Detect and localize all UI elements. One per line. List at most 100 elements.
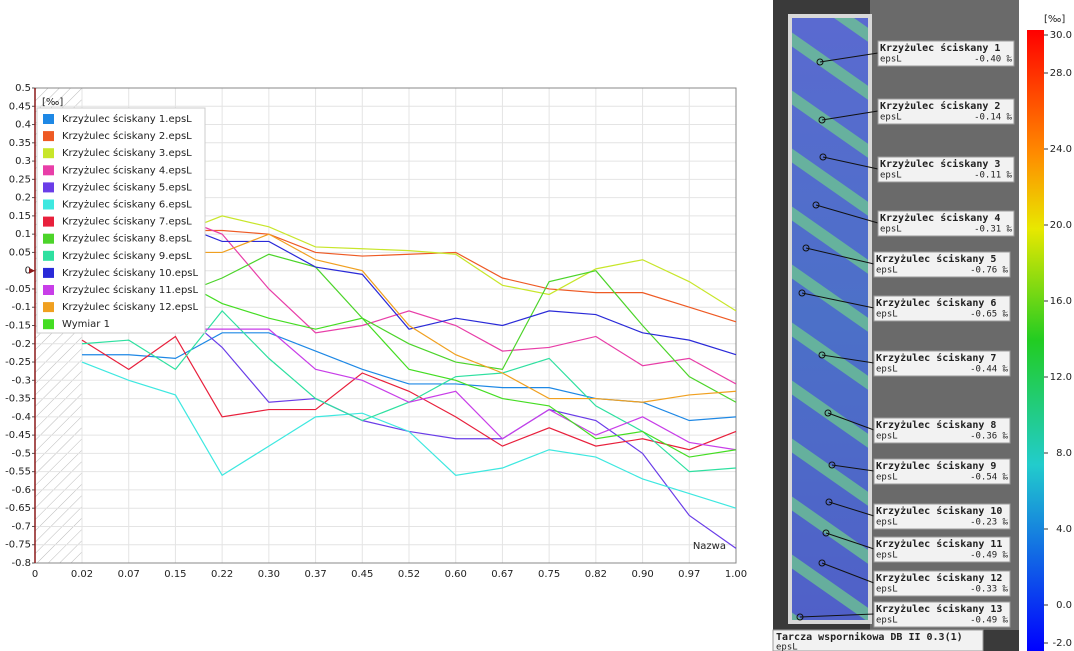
- legend-label: Wymiar 1: [62, 319, 110, 330]
- legend-label: Krzyżulec ściskany 1.epsL: [62, 113, 192, 125]
- callout-line: [799, 613, 875, 618]
- callout-point: [798, 289, 806, 297]
- chart: 0.5 0.45 0.4 0.35 0.3 0.25 0.2 0.15 0.1 0.05 0 -0.0…: [5, 83, 747, 580]
- label-name: epsL: [876, 473, 898, 483]
- y-tick-label: -0.05: [5, 284, 31, 295]
- colorbar-tick-label: 24.0: [1050, 144, 1072, 155]
- caption: Tarcza wspornikowa DB II 0.3(1): [776, 631, 963, 643]
- label-value: -0.40 ‰: [974, 55, 1013, 65]
- legend-label: Krzyżulec ściskany 9.epsL: [62, 250, 192, 262]
- legend-label: Krzyżulec ściskany 5.epsL: [62, 181, 192, 193]
- x-tick-label: 0.02: [71, 569, 93, 580]
- label-value: -0.49 ‰: [970, 551, 1009, 561]
- legend-swatch: [43, 319, 54, 330]
- label-name: epsL: [876, 310, 898, 320]
- y-tick-label: -0.8: [11, 558, 31, 569]
- callout-point: [824, 409, 832, 417]
- series-line: [81, 361, 737, 509]
- legend-label: Krzyżulec ściskany 6.epsL: [62, 199, 192, 211]
- legend-swatch: [43, 114, 54, 124]
- callout-line: [821, 110, 879, 121]
- legend-swatch: [43, 165, 54, 176]
- label-box: [877, 156, 1015, 183]
- label-name: epsL: [876, 432, 898, 442]
- label-title: Krzyżulec ściskany 13: [876, 603, 1002, 615]
- x-tick-label: 0.15: [164, 569, 186, 580]
- legend-swatch: [43, 285, 54, 295]
- callout-point: [816, 58, 824, 66]
- x-tick-label: 0.22: [211, 569, 233, 580]
- image-panel: Krzyżulec ściskany 1 epsL -0.40 ‰ Krzyżulec…: [772, 0, 1072, 651]
- y-tick-label: -0.2: [11, 339, 31, 350]
- label-name: epsL: [876, 266, 898, 276]
- callout-point: [796, 613, 804, 621]
- label-box: [873, 295, 1011, 322]
- legend-swatch: [43, 199, 54, 210]
- y-tick-label: -0.15: [5, 321, 31, 332]
- label-value: -0.49 ‰: [970, 616, 1009, 626]
- series-line: [81, 335, 737, 451]
- x-tick-label: 0.97: [678, 569, 700, 580]
- label-value: -0.44 ‰: [970, 365, 1009, 375]
- callout-line: [821, 354, 875, 364]
- label-value: -0.36 ‰: [970, 432, 1009, 442]
- label-box: [873, 503, 1011, 530]
- x-tick-label: 0: [32, 569, 38, 580]
- y-tick-label: 0.1: [15, 229, 31, 240]
- label-title: Krzyżulec ściskany 11: [876, 538, 1002, 550]
- label-name: epsL: [880, 225, 902, 235]
- legend-box: [36, 107, 206, 334]
- callout-point: [818, 559, 826, 567]
- x-tick-label: 0.90: [631, 569, 653, 580]
- label-name: epsL: [876, 551, 898, 561]
- colorbar-tick-label: 12.0: [1050, 372, 1072, 383]
- y-unit-label: [‰]: [42, 97, 63, 108]
- label-name: epsL: [876, 616, 898, 626]
- y-tick-label: 0.2: [15, 193, 31, 204]
- y-tick-label: -0.6: [11, 485, 31, 496]
- corner-label: Nazwa: [693, 541, 726, 552]
- label-value: -0.14 ‰: [974, 113, 1013, 123]
- label-box: [873, 350, 1011, 377]
- callout-line: [815, 204, 879, 224]
- y-tick-label: -0.35: [5, 394, 31, 405]
- label-value: -0.65 ‰: [970, 310, 1009, 320]
- callout-line: [819, 52, 879, 63]
- colorbar-tick-label: 30.0: [1050, 30, 1072, 41]
- x-tick-label: 0.82: [585, 569, 607, 580]
- y-tick-label: 0: [25, 266, 31, 277]
- label-title: Krzyżulec ściskany 4: [880, 212, 1000, 224]
- x-tick-label: 0.52: [398, 569, 420, 580]
- caption-sub: epsL: [776, 643, 798, 651]
- label-title: Krzyżulec ściskany 8: [876, 419, 996, 431]
- label-name: epsL: [876, 518, 898, 528]
- label-title: Krzyżulec ściskany 3: [880, 158, 1000, 170]
- label-title: Krzyżulec ściskany 2: [880, 100, 1000, 112]
- label-title: Krzyżulec ściskany 5: [876, 253, 996, 265]
- legend-label: Krzyżulec ściskany 12.epsL: [62, 301, 199, 313]
- label-value: -0.11 ‰: [974, 171, 1013, 181]
- colorbar-title: [‰]: [1044, 14, 1065, 25]
- label-box: [873, 601, 1011, 628]
- callout-point: [818, 116, 826, 124]
- label-value: -0.54 ‰: [970, 473, 1009, 483]
- label-title: Krzyżulec ściskany 7: [876, 352, 996, 364]
- legend-swatch: [43, 131, 54, 142]
- y-tick-label: -0.3: [11, 375, 31, 386]
- label-title: Krzyżulec ściskany 1: [880, 42, 1000, 54]
- label-title: Krzyżulec ściskany 10: [876, 505, 1002, 517]
- legend-swatch: [43, 148, 54, 159]
- label-title: Krzyżulec ściskany 12: [876, 572, 1002, 584]
- legend-label: Krzyżulec ściskany 4.epsL: [62, 164, 192, 176]
- colorbar-tick-label: -2.0: [1052, 638, 1072, 649]
- y-tick-label: -0.75: [5, 540, 31, 551]
- label-box: [873, 570, 1011, 597]
- label-name: epsL: [876, 365, 898, 375]
- label-box: [873, 536, 1011, 563]
- colorbar: [1027, 30, 1044, 651]
- callout-point: [825, 498, 833, 506]
- legend-swatch: [43, 182, 54, 193]
- y-tick-label: -0.1: [11, 302, 31, 313]
- zero-marker: [29, 267, 35, 274]
- label-value: -0.23 ‰: [970, 518, 1009, 528]
